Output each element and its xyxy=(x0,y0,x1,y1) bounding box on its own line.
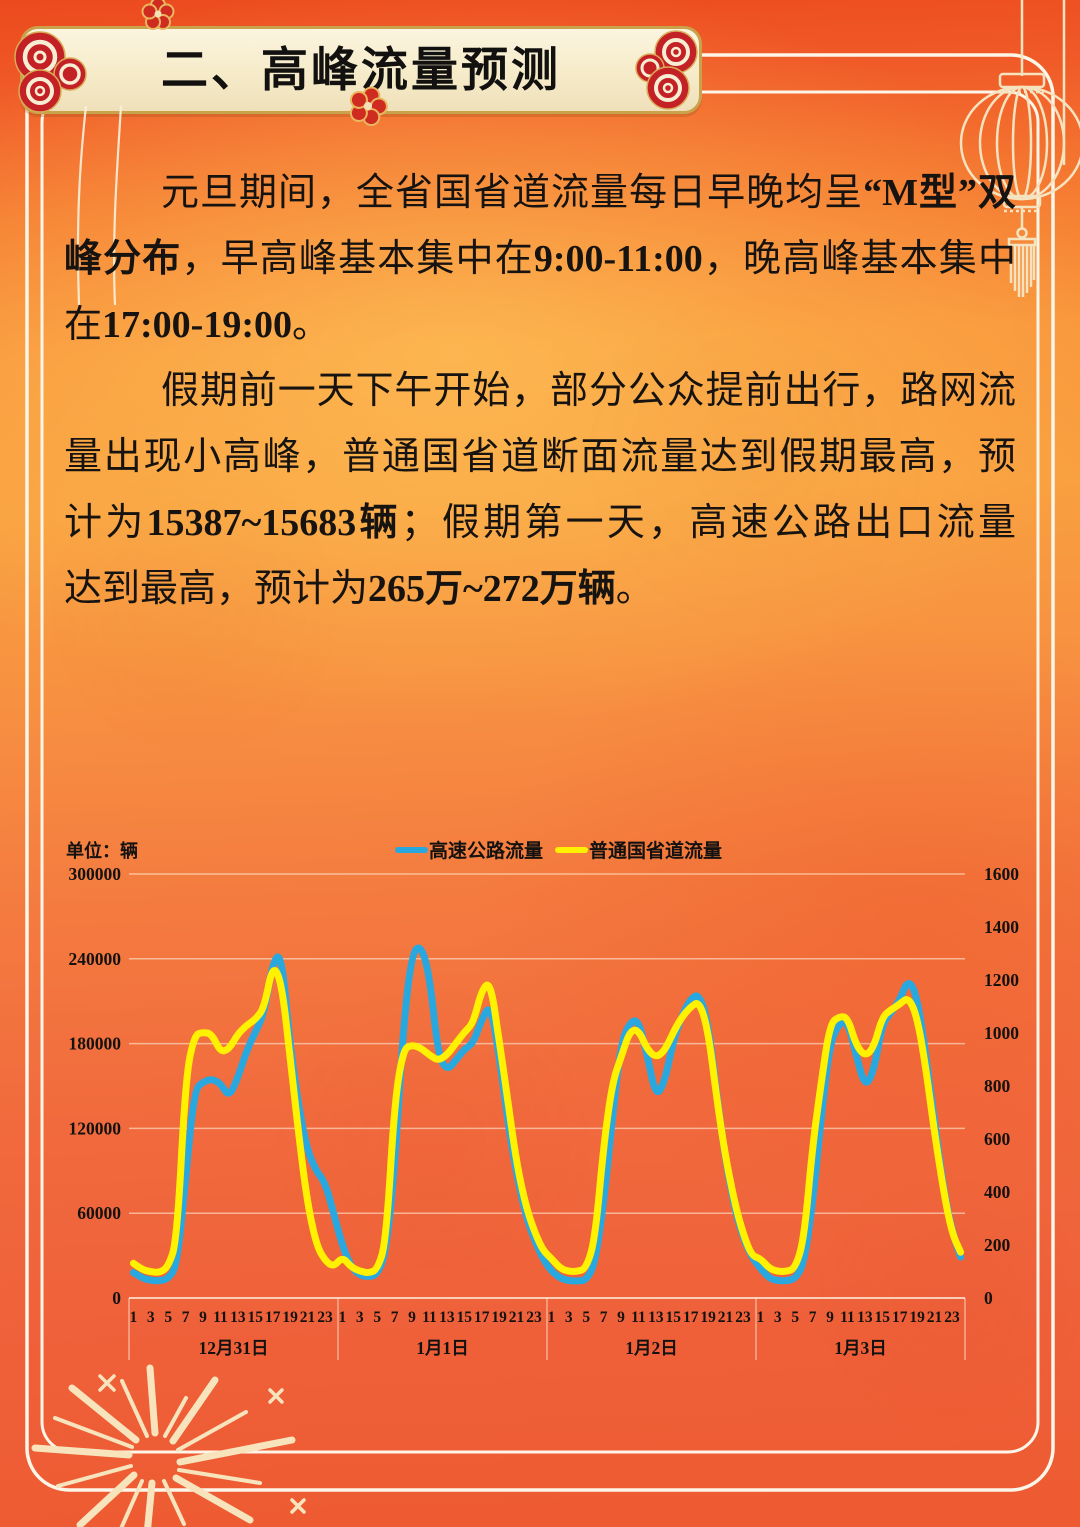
x-tick-label: 17 xyxy=(474,1309,490,1326)
x-tick-label: 21 xyxy=(718,1309,734,1326)
x-tick-label: 9 xyxy=(408,1309,416,1326)
x-tick-label: 5 xyxy=(791,1309,799,1326)
x-tick-label: 17 xyxy=(892,1309,908,1326)
page-title: 二、高峰流量预测 xyxy=(161,43,561,96)
x-tick-label: 7 xyxy=(391,1309,399,1326)
day-label: 1月2日 xyxy=(625,1338,678,1358)
x-tick-label: 3 xyxy=(147,1309,155,1326)
x-tick-label: 1 xyxy=(338,1309,346,1326)
x-tick-label: 9 xyxy=(199,1309,207,1326)
x-tick-label: 13 xyxy=(439,1309,455,1326)
x-tick-label: 9 xyxy=(826,1309,834,1326)
left-axis-label: 240000 xyxy=(69,949,122,969)
highway-flow-line xyxy=(129,944,965,1285)
left-axis-label: 180000 xyxy=(69,1034,122,1054)
traffic-flow-chart: 300000 240000 180000 120000 60000 0 1600 1400 12… xyxy=(0,828,1080,1394)
x-tick-label: 23 xyxy=(735,1309,751,1326)
x-tick-label: 5 xyxy=(582,1309,590,1326)
right-axis-label: 400 xyxy=(984,1182,1011,1202)
legend-label: 高速公路流量 xyxy=(429,839,543,862)
x-tick-label: 21 xyxy=(927,1309,943,1326)
x-tick-label: 19 xyxy=(282,1309,298,1326)
day-label: 1月3日 xyxy=(834,1338,887,1358)
left-axis-label: 60000 xyxy=(77,1203,121,1223)
x-tick-label: 5 xyxy=(164,1309,172,1326)
x-tick-label: 7 xyxy=(182,1309,190,1326)
x-tick-label: 17 xyxy=(265,1309,281,1326)
x-tick-label: 15 xyxy=(666,1309,682,1326)
day-label: 12月31日 xyxy=(199,1338,269,1358)
x-tick-label: 11 xyxy=(422,1309,437,1326)
x-tick-label: 17 xyxy=(683,1309,699,1326)
x-tick-label: 21 xyxy=(509,1309,525,1326)
body-text-line: 元旦期间，全省国省道流量每日早晚均呈“M型”双 xyxy=(161,172,1016,214)
right-axis-label: 800 xyxy=(984,1076,1011,1096)
x-tick-label: 5 xyxy=(373,1309,381,1326)
x-tick-label: 19 xyxy=(700,1309,716,1326)
x-tick-label: 7 xyxy=(600,1309,608,1326)
left-axis-label: 120000 xyxy=(69,1118,122,1138)
x-tick-label: 7 xyxy=(809,1309,817,1326)
x-tick-label: 19 xyxy=(491,1309,507,1326)
x-tick-label: 13 xyxy=(648,1309,664,1326)
x-tick-label: 3 xyxy=(565,1309,573,1326)
body-text-line: 假期前一天下午开始，部分公众提前出行，路网流 xyxy=(161,370,1016,412)
x-tick-label: 1 xyxy=(547,1309,555,1326)
right-axis-label: 1200 xyxy=(984,970,1019,990)
body-text-line: 峰分布，早高峰基本集中在9:00-11:00，晚高峰基本集中 xyxy=(64,238,1016,280)
right-axis-label: 1400 xyxy=(984,917,1019,937)
body-text-line: 达到最高，预计为265万~272万辆。 xyxy=(64,568,654,610)
line-chart-canvas: 3000002400001800001200006000001600140012… xyxy=(66,839,1019,1360)
x-tick-label: 13 xyxy=(230,1309,246,1326)
x-tick-label: 23 xyxy=(317,1309,333,1326)
x-tick-label: 23 xyxy=(526,1309,542,1326)
provincial-road-flow-line xyxy=(129,967,965,1276)
x-tick-label: 13 xyxy=(857,1309,873,1326)
right-axis-label: 600 xyxy=(984,1129,1011,1149)
x-tick-label: 15 xyxy=(457,1309,473,1326)
x-tick-label: 19 xyxy=(909,1309,925,1326)
body-text-line: 量出现小高峰，普通国省道断面流量达到假期最高，预 xyxy=(64,436,1016,478)
x-tick-label: 11 xyxy=(840,1309,855,1326)
x-tick-label: 3 xyxy=(774,1309,782,1326)
right-axis-label: 1600 xyxy=(984,864,1019,884)
day-label: 1月1日 xyxy=(416,1338,469,1358)
x-tick-label: 9 xyxy=(617,1309,625,1326)
x-tick-label: 11 xyxy=(631,1309,646,1326)
body-text-line: 计为15387~15683辆；假期第一天，高速公路出口流量 xyxy=(64,502,1016,544)
unit-label: 单位：辆 xyxy=(66,840,138,861)
legend-label: 普通国省道流量 xyxy=(589,839,722,862)
body-text-line: 在17:00-19:00。 xyxy=(64,304,330,346)
x-tick-label: 11 xyxy=(213,1309,228,1326)
x-tick-label: 15 xyxy=(875,1309,891,1326)
x-tick-label: 21 xyxy=(300,1309,316,1326)
article-body: 元旦期间，全省国省道流量每日早晚均呈“M型”双峰分布，早高峰基本集中在9:00-… xyxy=(64,160,1016,622)
x-tick-label: 23 xyxy=(944,1309,960,1326)
right-axis-label: 200 xyxy=(984,1235,1011,1255)
right-axis-label: 0 xyxy=(984,1288,993,1308)
title-banner: 二、高峰流量预测 xyxy=(20,26,702,114)
x-tick-label: 1 xyxy=(129,1309,137,1326)
right-axis-label: 1000 xyxy=(984,1023,1019,1043)
left-axis-label: 0 xyxy=(112,1288,121,1308)
x-tick-label: 3 xyxy=(356,1309,364,1326)
x-tick-label: 15 xyxy=(248,1309,264,1326)
x-tick-label: 1 xyxy=(756,1309,764,1326)
left-axis-label: 300000 xyxy=(69,864,122,884)
